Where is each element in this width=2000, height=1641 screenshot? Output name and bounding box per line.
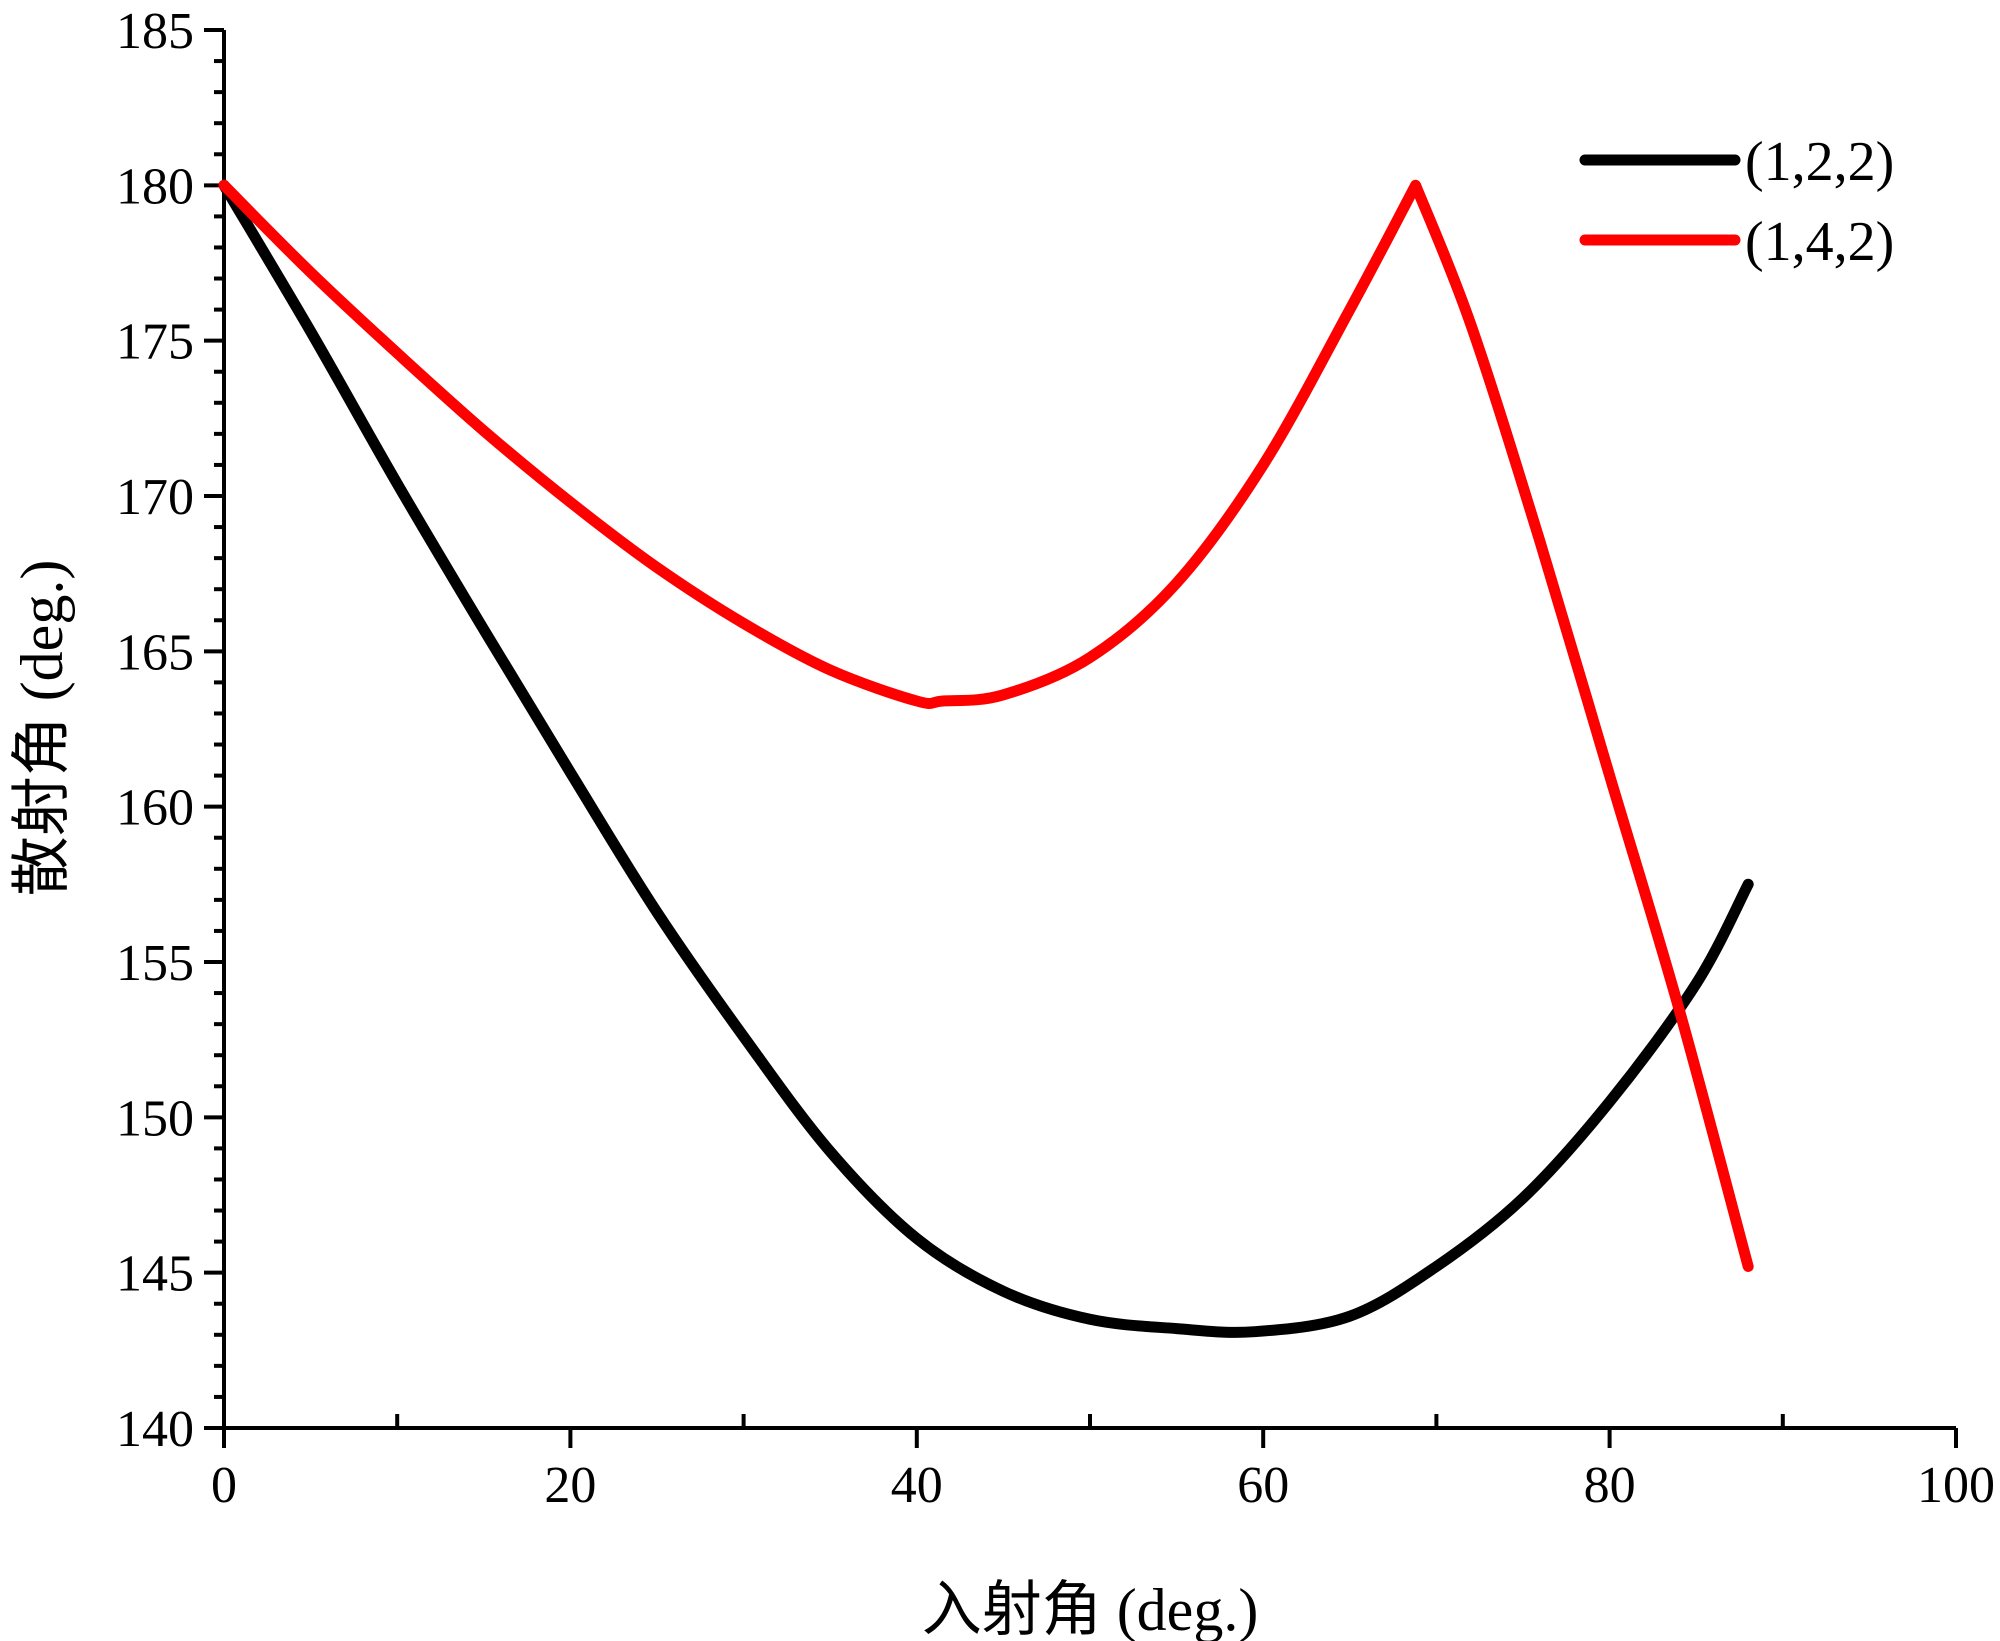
y-tick-label: 160 bbox=[116, 780, 194, 837]
x-tick-label: 40 bbox=[891, 1457, 943, 1514]
x-tick-label: 20 bbox=[544, 1457, 596, 1514]
y-tick-label: 165 bbox=[116, 624, 194, 681]
y-tick-label: 170 bbox=[116, 469, 194, 526]
x-tick-label: 60 bbox=[1237, 1457, 1289, 1514]
x-axis-title: 入射角 (deg.) bbox=[922, 1577, 1259, 1641]
series-lines bbox=[218, 179, 1754, 1338]
series-line-1 bbox=[218, 179, 1754, 1338]
y-axis-ticks: 140 145 150 155 160 165 170 175 180 185 bbox=[116, 3, 224, 1458]
x-tick-label: 100 bbox=[1917, 1457, 1995, 1514]
legend: (1,2,2) (1,4,2) bbox=[1579, 131, 1894, 273]
x-tick-label: 0 bbox=[211, 1457, 237, 1514]
y-tick-label: 185 bbox=[116, 3, 194, 60]
y-tick-label: 155 bbox=[116, 935, 194, 992]
y-tick-label: 150 bbox=[116, 1090, 194, 1147]
y-tick-label: 140 bbox=[116, 1401, 194, 1458]
x-tick-label: 80 bbox=[1584, 1457, 1636, 1514]
x-axis-ticks: 0 20 40 60 80 100 bbox=[211, 1414, 1995, 1514]
y-tick-label: 180 bbox=[116, 158, 194, 215]
y-tick-label: 145 bbox=[116, 1246, 194, 1303]
series-line-2 bbox=[218, 179, 1754, 1272]
legend-label-series-1: (1,2,2) bbox=[1745, 131, 1894, 193]
y-axis-title: 散射角 (deg.) bbox=[9, 560, 75, 897]
legend-label-series-2: (1,4,2) bbox=[1745, 211, 1894, 273]
y-tick-label: 175 bbox=[116, 314, 194, 371]
